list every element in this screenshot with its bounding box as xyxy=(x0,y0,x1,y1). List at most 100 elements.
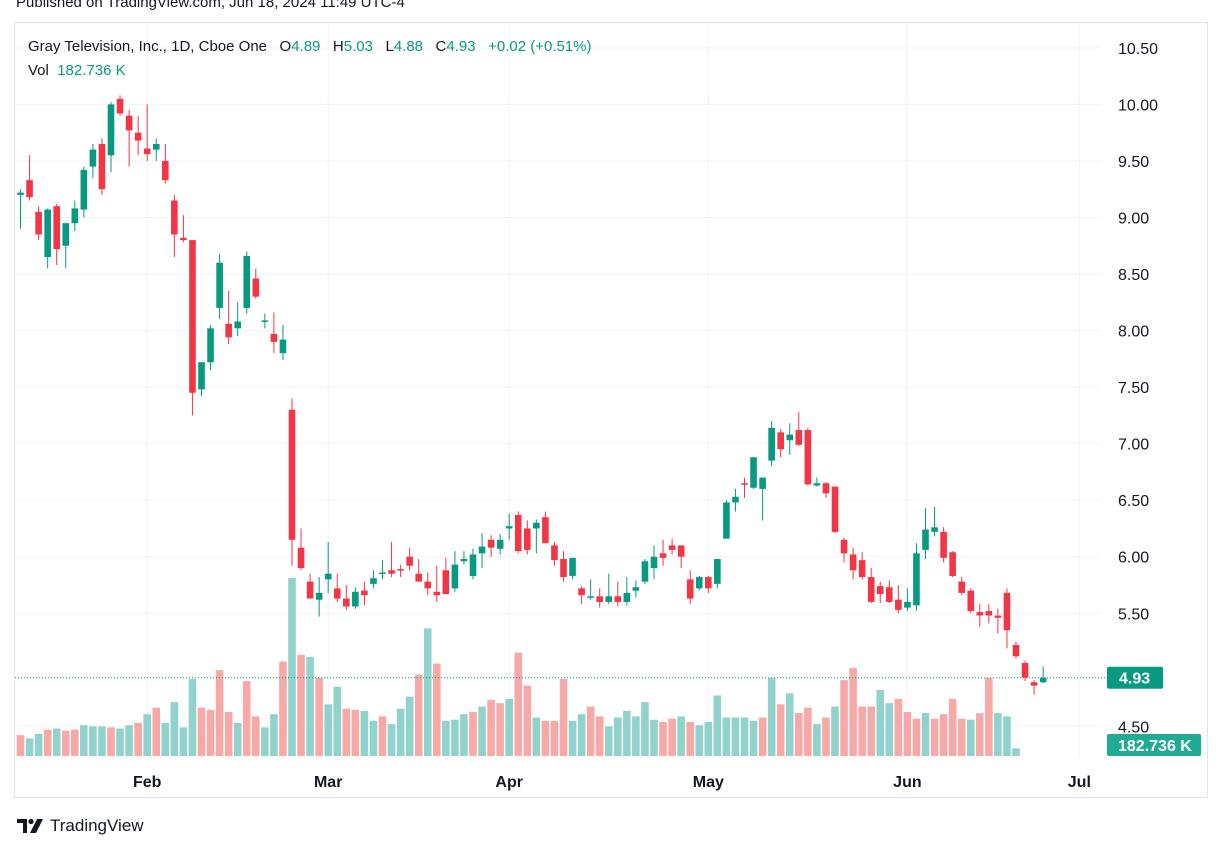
volume-bar xyxy=(523,685,532,756)
candle-body xyxy=(813,483,821,486)
volume-bar xyxy=(161,723,170,756)
candle xyxy=(768,421,775,467)
volume-bar xyxy=(98,726,106,756)
candle-body xyxy=(904,601,911,608)
candle xyxy=(89,143,97,178)
volume-bar xyxy=(197,707,206,756)
candle-body xyxy=(116,98,124,114)
volume-bar xyxy=(849,668,857,756)
candle xyxy=(795,411,803,446)
volume-bar xyxy=(650,719,658,756)
volume-bar xyxy=(25,738,34,756)
tradingview-logo-icon xyxy=(17,818,43,833)
volume-bar xyxy=(451,719,459,756)
candle xyxy=(370,570,377,589)
candle-body xyxy=(379,572,386,575)
candle-body xyxy=(1012,644,1020,657)
volume-bar xyxy=(586,706,595,756)
last-volume-badge xyxy=(1107,734,1201,756)
candle-body xyxy=(596,596,603,602)
time-tick-label: May xyxy=(693,774,724,791)
volume-bar xyxy=(921,713,930,756)
candle-body xyxy=(171,200,178,235)
candle-body xyxy=(922,529,929,550)
volume-bar xyxy=(677,716,685,756)
volume-bar xyxy=(80,725,88,756)
candle xyxy=(786,423,794,455)
candle xyxy=(17,189,24,229)
candle xyxy=(415,558,422,582)
candle-body xyxy=(207,328,214,363)
legend-ohlc-row: Gray Television, Inc., 1D, Cboe One O4.8… xyxy=(28,38,592,62)
published-caption: Published on TradingView.com, Jun 18, 20… xyxy=(16,0,405,11)
volume-bar xyxy=(270,714,278,756)
candle xyxy=(867,568,875,604)
candle-body xyxy=(876,586,884,595)
candle xyxy=(98,138,106,195)
candle-body xyxy=(496,539,504,549)
candle xyxy=(940,527,947,563)
candle xyxy=(505,513,513,540)
candle-body xyxy=(867,577,875,602)
candle xyxy=(732,488,739,512)
legend-open-value: 4.89 xyxy=(291,38,321,55)
candle-body xyxy=(53,206,60,250)
candle xyxy=(496,534,504,555)
candle xyxy=(424,572,432,596)
candle xyxy=(143,104,151,161)
candle xyxy=(406,547,413,571)
candle-body xyxy=(460,558,468,562)
price-tick-label: 6.50 xyxy=(1118,493,1149,510)
candle xyxy=(886,580,893,604)
candle-body xyxy=(759,477,766,489)
candle xyxy=(1021,660,1029,682)
tradingview-footer[interactable]: TradingView xyxy=(16,816,144,836)
volume-bar xyxy=(749,720,758,756)
candle xyxy=(134,115,142,156)
candle-body xyxy=(514,514,522,552)
candle xyxy=(569,557,576,580)
candle-body xyxy=(189,240,196,393)
candle-body xyxy=(361,590,368,596)
candle xyxy=(252,268,260,299)
chart-frame[interactable] xyxy=(14,22,1208,798)
candle-body xyxy=(641,561,649,582)
candle-body xyxy=(107,104,115,156)
candle xyxy=(913,543,920,611)
candle-body xyxy=(632,587,640,591)
volume-bar xyxy=(858,706,866,756)
volume-bar xyxy=(831,706,839,756)
volume-bar xyxy=(460,714,468,756)
time-tick-label: Feb xyxy=(133,774,162,791)
volume-bar xyxy=(885,703,894,756)
volume-bar xyxy=(143,714,151,756)
candle xyxy=(343,584,350,610)
price-tick-label: 6.00 xyxy=(1118,550,1149,567)
volume-bar xyxy=(903,712,912,756)
volume-bar xyxy=(623,710,631,756)
candle xyxy=(840,537,848,563)
candle-body xyxy=(542,517,549,544)
legend-volume-label[interactable]: Vol xyxy=(28,62,49,79)
candle xyxy=(551,542,558,566)
candle-body xyxy=(1021,663,1029,678)
candle-body xyxy=(35,211,42,235)
volume-bar xyxy=(550,720,559,756)
legend-symbol-title[interactable]: Gray Television, Inc., 1D, Cboe One xyxy=(28,38,268,55)
candle-body xyxy=(406,556,413,566)
candle-body xyxy=(198,362,205,390)
candle xyxy=(849,547,857,580)
candle xyxy=(904,588,911,611)
volume-bar xyxy=(315,677,323,756)
candle xyxy=(623,577,631,606)
volume-bar xyxy=(948,698,957,756)
candle-body xyxy=(705,577,712,589)
candle xyxy=(686,570,694,605)
candle xyxy=(125,110,133,167)
volume-bar xyxy=(795,713,803,756)
candle xyxy=(813,477,821,487)
volume-bar xyxy=(52,728,61,756)
candle-body xyxy=(768,427,775,461)
volume-bar xyxy=(261,727,269,756)
